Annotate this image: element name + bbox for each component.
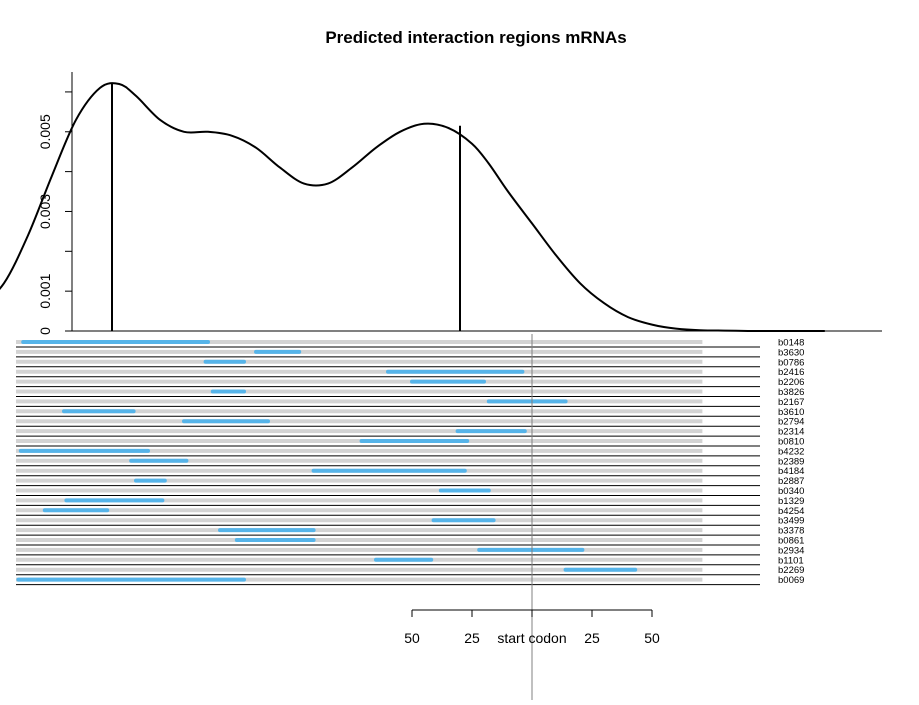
bottom-axis-tick-label: 50	[644, 630, 660, 646]
y-axis-tick-label: 0	[37, 327, 53, 335]
gene-label: b0810	[778, 437, 804, 448]
density-curve	[0, 82, 825, 333]
gene-label: b4232	[778, 446, 804, 457]
y-axis-tick-label: 0.005	[37, 114, 53, 149]
gene-label: b2934	[778, 545, 804, 556]
gene-label: b3826	[778, 387, 804, 398]
gene-label: b3610	[778, 407, 804, 418]
bottom-axis-tick-label: 25	[584, 630, 600, 646]
gene-label: b1101	[778, 555, 804, 566]
gene-label: b0148	[778, 338, 804, 349]
gene-label: b2887	[778, 476, 804, 487]
gene-label: b2167	[778, 397, 804, 408]
bottom-axis-tick-label: 25	[464, 630, 480, 646]
bottom-axis-tick-label: start codon	[497, 630, 566, 646]
y-axis-tick-label: 0.001	[37, 273, 53, 308]
chart-title: Predicted interaction regions mRNAs	[325, 28, 626, 47]
gene-label: b0786	[778, 357, 804, 368]
gene-label: b2794	[778, 417, 804, 428]
gene-label: b4254	[778, 506, 804, 517]
gene-label: b3630	[778, 347, 804, 358]
gene-label: b0069	[778, 575, 804, 586]
gene-label: b0340	[778, 486, 804, 497]
bottom-axis-tick-label: 50	[404, 630, 420, 646]
gene-label: b2206	[778, 377, 804, 388]
y-axis-tick-label: 0.003	[37, 194, 53, 229]
gene-label: b0861	[778, 536, 804, 547]
gene-label: b2389	[778, 456, 804, 467]
gene-label: b1329	[778, 496, 804, 507]
gene-label: b3499	[778, 516, 804, 527]
gene-label: b2269	[778, 565, 804, 576]
gene-label: b4184	[778, 466, 804, 477]
gene-label: b2416	[778, 367, 804, 378]
gene-label: b3378	[778, 526, 804, 537]
gene-label: b2314	[778, 427, 804, 438]
